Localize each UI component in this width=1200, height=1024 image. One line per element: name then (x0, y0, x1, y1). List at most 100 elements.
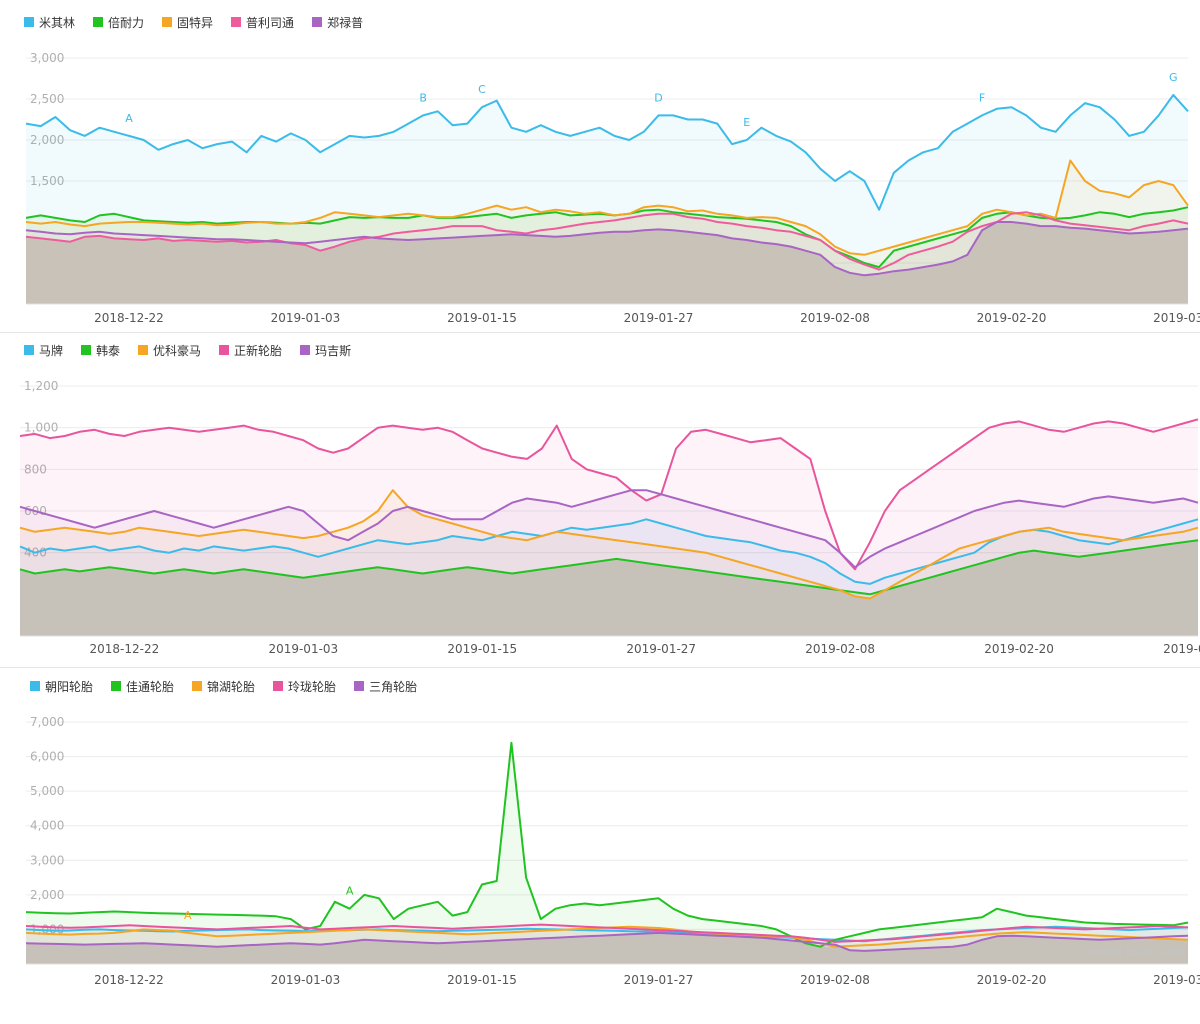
legend-item[interactable]: 倍耐力 (93, 14, 144, 31)
legend-item[interactable]: 马牌 (24, 342, 63, 359)
y-tick-label: 2,000 (30, 888, 64, 902)
legend-item[interactable]: 锦湖轮胎 (192, 678, 255, 695)
x-tick-label: 2019-02-08 (805, 642, 875, 656)
annotation-label[interactable]: F (979, 91, 985, 104)
series-line-5[interactable] (19, 489, 1199, 569)
legend-label: 优科豪马 (153, 343, 202, 358)
series-line-5[interactable] (25, 931, 1189, 952)
legend-label: 普利司通 (246, 15, 295, 30)
legend-label: 锦湖轮胎 (207, 679, 256, 694)
legend-swatch (273, 681, 284, 691)
legend-label: 马牌 (39, 343, 64, 358)
legend-label: 玲珑轮胎 (288, 679, 337, 694)
y-tick-label: 2,500 (30, 92, 64, 106)
x-tick-label: 2019-01-03 (268, 642, 338, 656)
x-tick-label: 2019-03-04 (1153, 973, 1200, 987)
x-tick-label: 2019-01-15 (447, 311, 517, 325)
y-tick-label: 7,000 (30, 715, 64, 729)
x-tick-label: 2019-01-27 (624, 311, 694, 325)
series-line-3[interactable] (25, 159, 1189, 256)
x-tick-label: 2018-12-22 (94, 311, 164, 325)
series-line-2[interactable] (19, 539, 1199, 596)
series-area-1 (26, 94, 1188, 305)
chart-legend: 朝阳轮胎 佳通轮胎 锦湖轮胎 玲珑轮胎 三角轮胎 (30, 676, 435, 696)
y-tick-label: 1,200 (24, 379, 58, 393)
legend-item[interactable]: 玛吉斯 (300, 342, 351, 359)
watermark: @index.baidu.com (1082, 946, 1184, 959)
x-tick-label: 2019-01-03 (271, 973, 341, 987)
series-line-3[interactable] (19, 489, 1199, 600)
legend-label: 米其林 (39, 15, 76, 30)
x-tick-label: 2019-02-08 (800, 311, 870, 325)
legend-swatch (231, 17, 242, 27)
legend-swatch (24, 345, 34, 355)
legend-item[interactable]: 韩泰 (81, 342, 120, 359)
legend-label: 朝阳轮胎 (45, 679, 94, 694)
legend-swatch (312, 17, 323, 27)
legend-item[interactable]: 郑禄普 (312, 14, 363, 31)
legend-swatch (81, 345, 92, 355)
x-tick-label: 2019-02-20 (977, 311, 1047, 325)
series-line-4[interactable] (25, 923, 1189, 943)
legend-item[interactable]: 三角轮胎 (354, 678, 417, 695)
x-tick-label: 2018-12-22 (94, 973, 164, 987)
annotation-label[interactable]: C (478, 83, 486, 96)
chart-panel-tire-brands-2: 马牌 韩泰 优科豪马 正新轮胎 玛吉斯 2004006008001,0001,2… (0, 340, 1200, 665)
series-area-1 (20, 519, 1198, 636)
legend-item[interactable]: 米其林 (24, 14, 75, 31)
y-tick-label: 2,000 (30, 133, 64, 147)
legend-item[interactable]: 玲珑轮胎 (273, 678, 336, 695)
series-line-1[interactable] (25, 93, 1189, 211)
x-tick-label: 2018-12-22 (90, 642, 160, 656)
chart-plot-area: 2004006008001,0001,2002018-12-222019-01-… (19, 379, 1200, 656)
chart-legend: 马牌 韩泰 优科豪马 正新轮胎 玛吉斯 (24, 340, 369, 360)
chart-panel-tire-brands-3: 朝阳轮胎 佳通轮胎 锦湖轮胎 玲珑轮胎 三角轮胎 1,0002,0003,000… (0, 676, 1200, 996)
legend-label: 正新轮胎 (234, 343, 283, 358)
legend-swatch (93, 17, 104, 27)
baseline-area (20, 540, 1198, 636)
x-tick-label: 2019-02-20 (984, 642, 1054, 656)
series-line-2[interactable] (25, 741, 1189, 948)
legend-item[interactable]: 朝阳轮胎 (30, 678, 93, 695)
legend-swatch (162, 17, 173, 27)
legend-label: 玛吉斯 (315, 343, 352, 358)
legend-item[interactable]: 佳通轮胎 (111, 678, 174, 695)
annotation-label[interactable]: E (743, 116, 750, 129)
legend-item[interactable]: 优科豪马 (138, 342, 201, 359)
legend-label: 固特异 (177, 15, 214, 30)
legend-item[interactable]: 正新轮胎 (219, 342, 282, 359)
chart-plot-area: 5001,5002,0002,5003,0002018-12-222019-01… (25, 51, 1200, 325)
series-area-4 (26, 924, 1188, 964)
y-tick-label: 3,000 (30, 853, 64, 867)
legend-swatch (354, 681, 365, 691)
series-area-2 (26, 742, 1188, 964)
annotation-label[interactable]: G (1169, 71, 1178, 84)
baseline-area (26, 222, 1188, 304)
annotation-label[interactable]: D (654, 91, 662, 104)
legend-swatch (111, 681, 122, 691)
series-line-5[interactable] (25, 221, 1189, 277)
annotation-label[interactable]: B (419, 91, 427, 104)
legend-item[interactable]: 固特异 (162, 14, 213, 31)
legend-swatch (219, 345, 230, 355)
y-tick-label: 5,000 (30, 784, 64, 798)
series-line-4[interactable] (19, 418, 1199, 571)
y-tick-label: 4,000 (30, 819, 64, 833)
y-tick-label: 1,500 (30, 174, 64, 188)
legend-item[interactable]: 普利司通 (231, 14, 294, 31)
y-tick-label: 6,000 (30, 750, 64, 764)
annotation-label[interactable]: A (184, 909, 192, 922)
x-tick-label: 2019-02-08 (800, 973, 870, 987)
divider (0, 332, 1200, 333)
series-area-5 (20, 490, 1198, 636)
x-tick-label: 2019-01-27 (626, 642, 696, 656)
annotation-label[interactable]: A (346, 885, 354, 898)
series-area-2 (20, 540, 1198, 636)
annotation-label[interactable]: A (125, 112, 133, 125)
legend-swatch (138, 345, 149, 355)
series-area-5 (26, 932, 1188, 964)
legend-label: 佳通轮胎 (126, 679, 175, 694)
x-tick-label: 2019-03-04 (1153, 311, 1200, 325)
x-tick-label: 2019-03-04 (1163, 642, 1200, 656)
x-tick-label: 2019-01-03 (271, 311, 341, 325)
